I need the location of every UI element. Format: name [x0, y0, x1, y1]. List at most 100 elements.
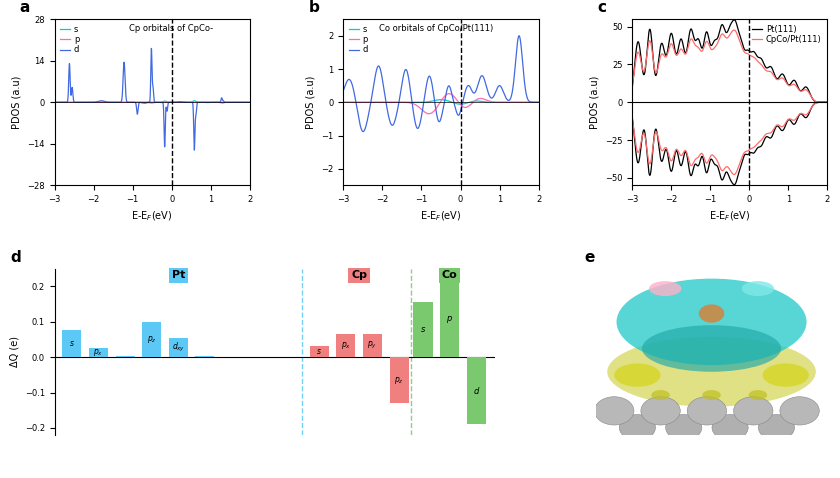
Text: $s$: $s$ [317, 348, 323, 356]
Text: $d_{xy}$: $d_{xy}$ [171, 341, 185, 354]
d [422, 80, 432, 86]
s [133, 99, 143, 105]
d [124, 99, 134, 105]
Y-axis label: PDOS (a.u): PDOS (a.u) [12, 76, 22, 129]
Line: Pt(111): Pt(111) [633, 20, 827, 102]
Y-axis label: PDOS (a.u): PDOS (a.u) [590, 76, 600, 129]
p [413, 104, 423, 109]
d [133, 108, 143, 114]
p [422, 110, 432, 116]
s [372, 99, 382, 105]
d [241, 99, 251, 105]
s [244, 99, 255, 105]
Bar [116, 356, 134, 357]
Ellipse shape [642, 325, 781, 372]
Bar [363, 334, 382, 357]
d [372, 65, 382, 70]
Circle shape [733, 397, 773, 425]
p [444, 91, 454, 97]
s [455, 101, 465, 107]
d [244, 99, 255, 105]
Circle shape [665, 414, 701, 440]
s [241, 99, 251, 105]
s [124, 99, 134, 105]
Bar [413, 302, 433, 357]
d [530, 99, 540, 105]
Circle shape [595, 397, 634, 425]
Ellipse shape [748, 390, 767, 400]
Bar [310, 347, 329, 357]
Circle shape [687, 397, 727, 425]
Bar [390, 357, 409, 403]
Bar [62, 330, 81, 357]
Bar [169, 337, 188, 357]
d [514, 33, 524, 39]
p [133, 99, 143, 105]
s [436, 97, 446, 102]
d [360, 124, 370, 130]
Pt(111) [649, 68, 659, 74]
CpCo/Pt(111) [711, 43, 721, 49]
Text: $p_x$: $p_x$ [93, 347, 103, 358]
p [530, 99, 540, 105]
s [530, 99, 540, 105]
s [71, 99, 81, 105]
Text: $d$: $d$ [473, 385, 480, 396]
Ellipse shape [742, 281, 774, 296]
Text: a: a [19, 0, 30, 15]
CpCo/Pt(111) [822, 99, 832, 105]
CpCo/Pt(111) [819, 99, 829, 105]
Legend: Pt(111), CpCo/Pt(111): Pt(111), CpCo/Pt(111) [751, 23, 823, 46]
Text: $s$: $s$ [420, 325, 426, 334]
Line: s: s [55, 101, 249, 103]
Ellipse shape [649, 281, 681, 296]
Bar [196, 356, 214, 357]
d [71, 99, 81, 105]
p [360, 99, 370, 105]
s [413, 99, 423, 105]
Line: s: s [344, 99, 538, 104]
CpCo/Pt(111) [797, 88, 807, 94]
p [372, 99, 382, 105]
Text: Pt: Pt [171, 271, 185, 281]
Y-axis label: PDOS (a.u): PDOS (a.u) [306, 76, 316, 129]
p [220, 99, 230, 105]
d [339, 87, 349, 93]
p [533, 99, 543, 105]
Text: $p_z$: $p_z$ [394, 375, 404, 386]
Text: $p_y$: $p_y$ [367, 340, 377, 351]
p [244, 99, 255, 105]
p [339, 99, 349, 105]
d [220, 99, 230, 105]
Text: Co: Co [442, 271, 458, 281]
d [50, 99, 60, 105]
s [360, 99, 370, 105]
Legend: s, p, d: s, p, d [59, 23, 81, 56]
Bar [89, 348, 108, 357]
Bar [467, 357, 486, 424]
Bar [440, 283, 459, 357]
Text: $p$: $p$ [446, 315, 453, 326]
Line: p: p [344, 94, 538, 114]
CpCo/Pt(111) [649, 65, 659, 71]
Text: d: d [11, 250, 21, 265]
Text: b: b [308, 0, 319, 15]
p [83, 99, 93, 105]
CpCo/Pt(111) [729, 27, 739, 33]
d [358, 129, 368, 134]
d [83, 99, 93, 105]
Line: CpCo/Pt(111): CpCo/Pt(111) [633, 30, 827, 102]
CpCo/Pt(111) [627, 83, 638, 89]
Ellipse shape [763, 363, 809, 387]
Bar [336, 334, 355, 357]
s [220, 99, 230, 105]
X-axis label: E-E$_F$(eV): E-E$_F$(eV) [131, 210, 173, 223]
Pt(111) [797, 87, 807, 93]
s [189, 98, 199, 104]
d [146, 45, 156, 51]
Circle shape [699, 304, 724, 323]
Pt(111) [729, 17, 739, 23]
Ellipse shape [702, 390, 721, 400]
s [339, 99, 349, 105]
Pt(111) [627, 84, 638, 90]
